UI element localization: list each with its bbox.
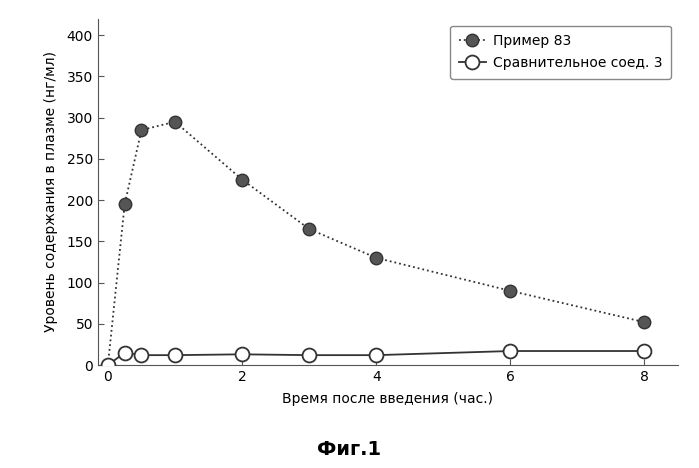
- Пример 83: [640, 319, 649, 325]
- Сравнительное соед. 3: [103, 362, 112, 368]
- Пример 83: [171, 119, 179, 124]
- X-axis label: Время после введения (час.): Время после введения (час.): [282, 392, 493, 406]
- Пример 83: [305, 226, 313, 232]
- Пример 83: [103, 362, 112, 368]
- Line: Сравнительное соед. 3: Сравнительное соед. 3: [101, 344, 651, 372]
- Text: Фиг.1: Фиг.1: [317, 440, 382, 459]
- Line: Пример 83: Пример 83: [101, 116, 651, 371]
- Сравнительное соед. 3: [372, 352, 380, 358]
- Сравнительное соед. 3: [120, 350, 129, 356]
- Legend: Пример 83, Сравнительное соед. 3: Пример 83, Сравнительное соед. 3: [450, 26, 671, 79]
- Сравнительное соед. 3: [305, 352, 313, 358]
- Сравнительное соед. 3: [171, 352, 179, 358]
- Пример 83: [137, 127, 145, 133]
- Y-axis label: Уровень содержания в плазме (нг/мл): Уровень содержания в плазме (нг/мл): [44, 51, 58, 332]
- Пример 83: [506, 288, 514, 293]
- Сравнительное соед. 3: [238, 351, 246, 357]
- Сравнительное соед. 3: [137, 352, 145, 358]
- Пример 83: [120, 201, 129, 207]
- Сравнительное соед. 3: [640, 348, 649, 354]
- Пример 83: [238, 177, 246, 183]
- Пример 83: [372, 255, 380, 261]
- Сравнительное соед. 3: [506, 348, 514, 354]
